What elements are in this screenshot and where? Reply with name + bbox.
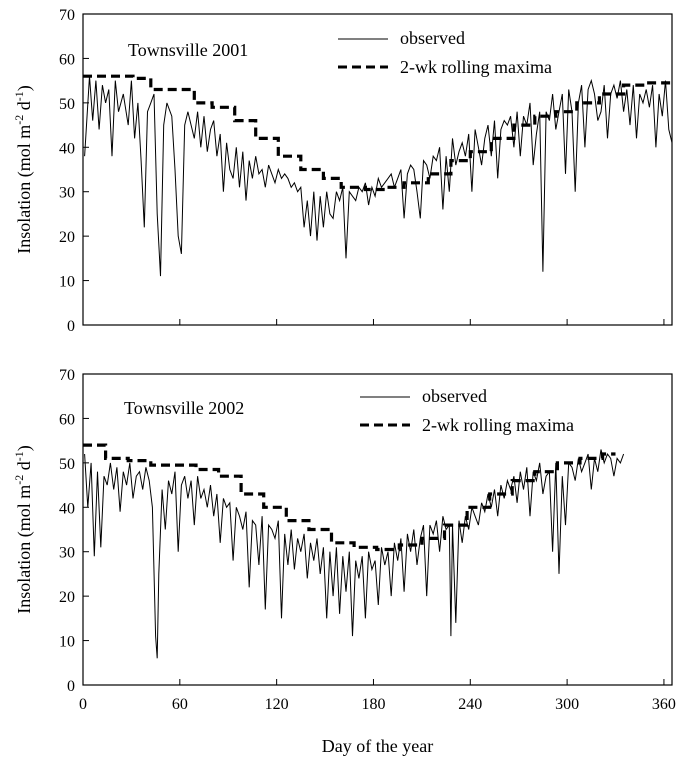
y-tick-label: 70 bbox=[59, 367, 75, 384]
y-tick-label: 40 bbox=[59, 140, 75, 157]
y-tick-label: 20 bbox=[59, 229, 75, 246]
data-series bbox=[83, 74, 673, 277]
chart-panel-2002: 0 10 20 30 40 50 60 70 0 60 120 180 240 300 360 Towns… bbox=[12, 367, 676, 756]
y-tick-label: 50 bbox=[59, 96, 75, 113]
series-rolling-maxima-line bbox=[83, 74, 672, 192]
y-axis-title-main: Insolation (mol m bbox=[14, 125, 35, 254]
x-tick-label: 0 bbox=[79, 696, 87, 713]
series-observed-line bbox=[84, 449, 625, 659]
tick-marks bbox=[82, 13, 665, 326]
y-tick-label: 10 bbox=[59, 634, 75, 651]
data-series bbox=[83, 443, 625, 659]
y-axis-title-end: ) bbox=[14, 445, 35, 451]
series-rolling-maxima-line bbox=[83, 443, 616, 552]
y-tick-label: 60 bbox=[59, 51, 75, 68]
x-tick-label: 60 bbox=[172, 696, 188, 713]
y-tick-label: 10 bbox=[59, 274, 75, 291]
y-tick-labels: 0 10 20 30 40 50 60 70 bbox=[59, 367, 75, 695]
y-tick-label: 30 bbox=[59, 185, 75, 202]
y-tick-label: 30 bbox=[59, 545, 75, 562]
plot-area-frame bbox=[82, 373, 673, 686]
y-axis-title: Insolation (mol m-2 d-1) bbox=[12, 445, 35, 614]
x-tick-label: 300 bbox=[555, 696, 579, 713]
chart-panel-2001: 0 10 20 30 40 50 60 70 Townsville 2001 observed… bbox=[12, 7, 673, 335]
y-tick-label: 20 bbox=[59, 589, 75, 606]
y-tick-labels: 0 10 20 30 40 50 60 70 bbox=[59, 7, 75, 335]
y-axis-title-sup1: -2 bbox=[12, 115, 26, 125]
tick-marks bbox=[82, 373, 665, 686]
legend-rolling-maxima-label: 2-wk rolling maxima bbox=[422, 415, 574, 435]
y-tick-label: 0 bbox=[67, 678, 75, 695]
x-tick-label: 120 bbox=[265, 696, 289, 713]
y-tick-label: 70 bbox=[59, 7, 75, 24]
plot-area-frame bbox=[82, 13, 673, 326]
y-tick-label: 60 bbox=[59, 411, 75, 428]
y-tick-label: 50 bbox=[59, 456, 75, 473]
y-axis-title: Insolation (mol m-2 d-1) bbox=[12, 85, 35, 254]
x-tick-label: 180 bbox=[361, 696, 385, 713]
panel-title: Townsville 2001 bbox=[128, 40, 248, 60]
panel-title: Townsville 2002 bbox=[124, 398, 244, 418]
legend-rolling-maxima-label: 2-wk rolling maxima bbox=[400, 57, 552, 77]
legend: observed 2-wk rolling maxima bbox=[338, 28, 552, 77]
y-axis-title-sup1: -2 bbox=[12, 475, 26, 485]
series-observed-line bbox=[84, 76, 673, 277]
y-axis-title-sup2: -1 bbox=[12, 451, 26, 461]
legend: observed 2-wk rolling maxima bbox=[360, 386, 574, 435]
y-axis-title-sup2: -1 bbox=[12, 91, 26, 101]
x-axis-title: Day of the year bbox=[322, 736, 433, 756]
y-tick-label: 0 bbox=[67, 318, 75, 335]
y-axis-title-main: Insolation (mol m bbox=[14, 485, 35, 614]
x-tick-label: 360 bbox=[652, 696, 676, 713]
y-axis-title-end: ) bbox=[14, 85, 35, 91]
legend-observed-label: observed bbox=[400, 28, 465, 48]
y-tick-label: 40 bbox=[59, 500, 75, 517]
y-axis-title-mid: d bbox=[14, 461, 34, 475]
x-tick-label: 240 bbox=[458, 696, 482, 713]
legend-observed-label: observed bbox=[422, 386, 487, 406]
y-axis-title-mid: d bbox=[14, 101, 34, 115]
x-tick-labels: 0 60 120 180 240 300 360 bbox=[79, 696, 676, 713]
